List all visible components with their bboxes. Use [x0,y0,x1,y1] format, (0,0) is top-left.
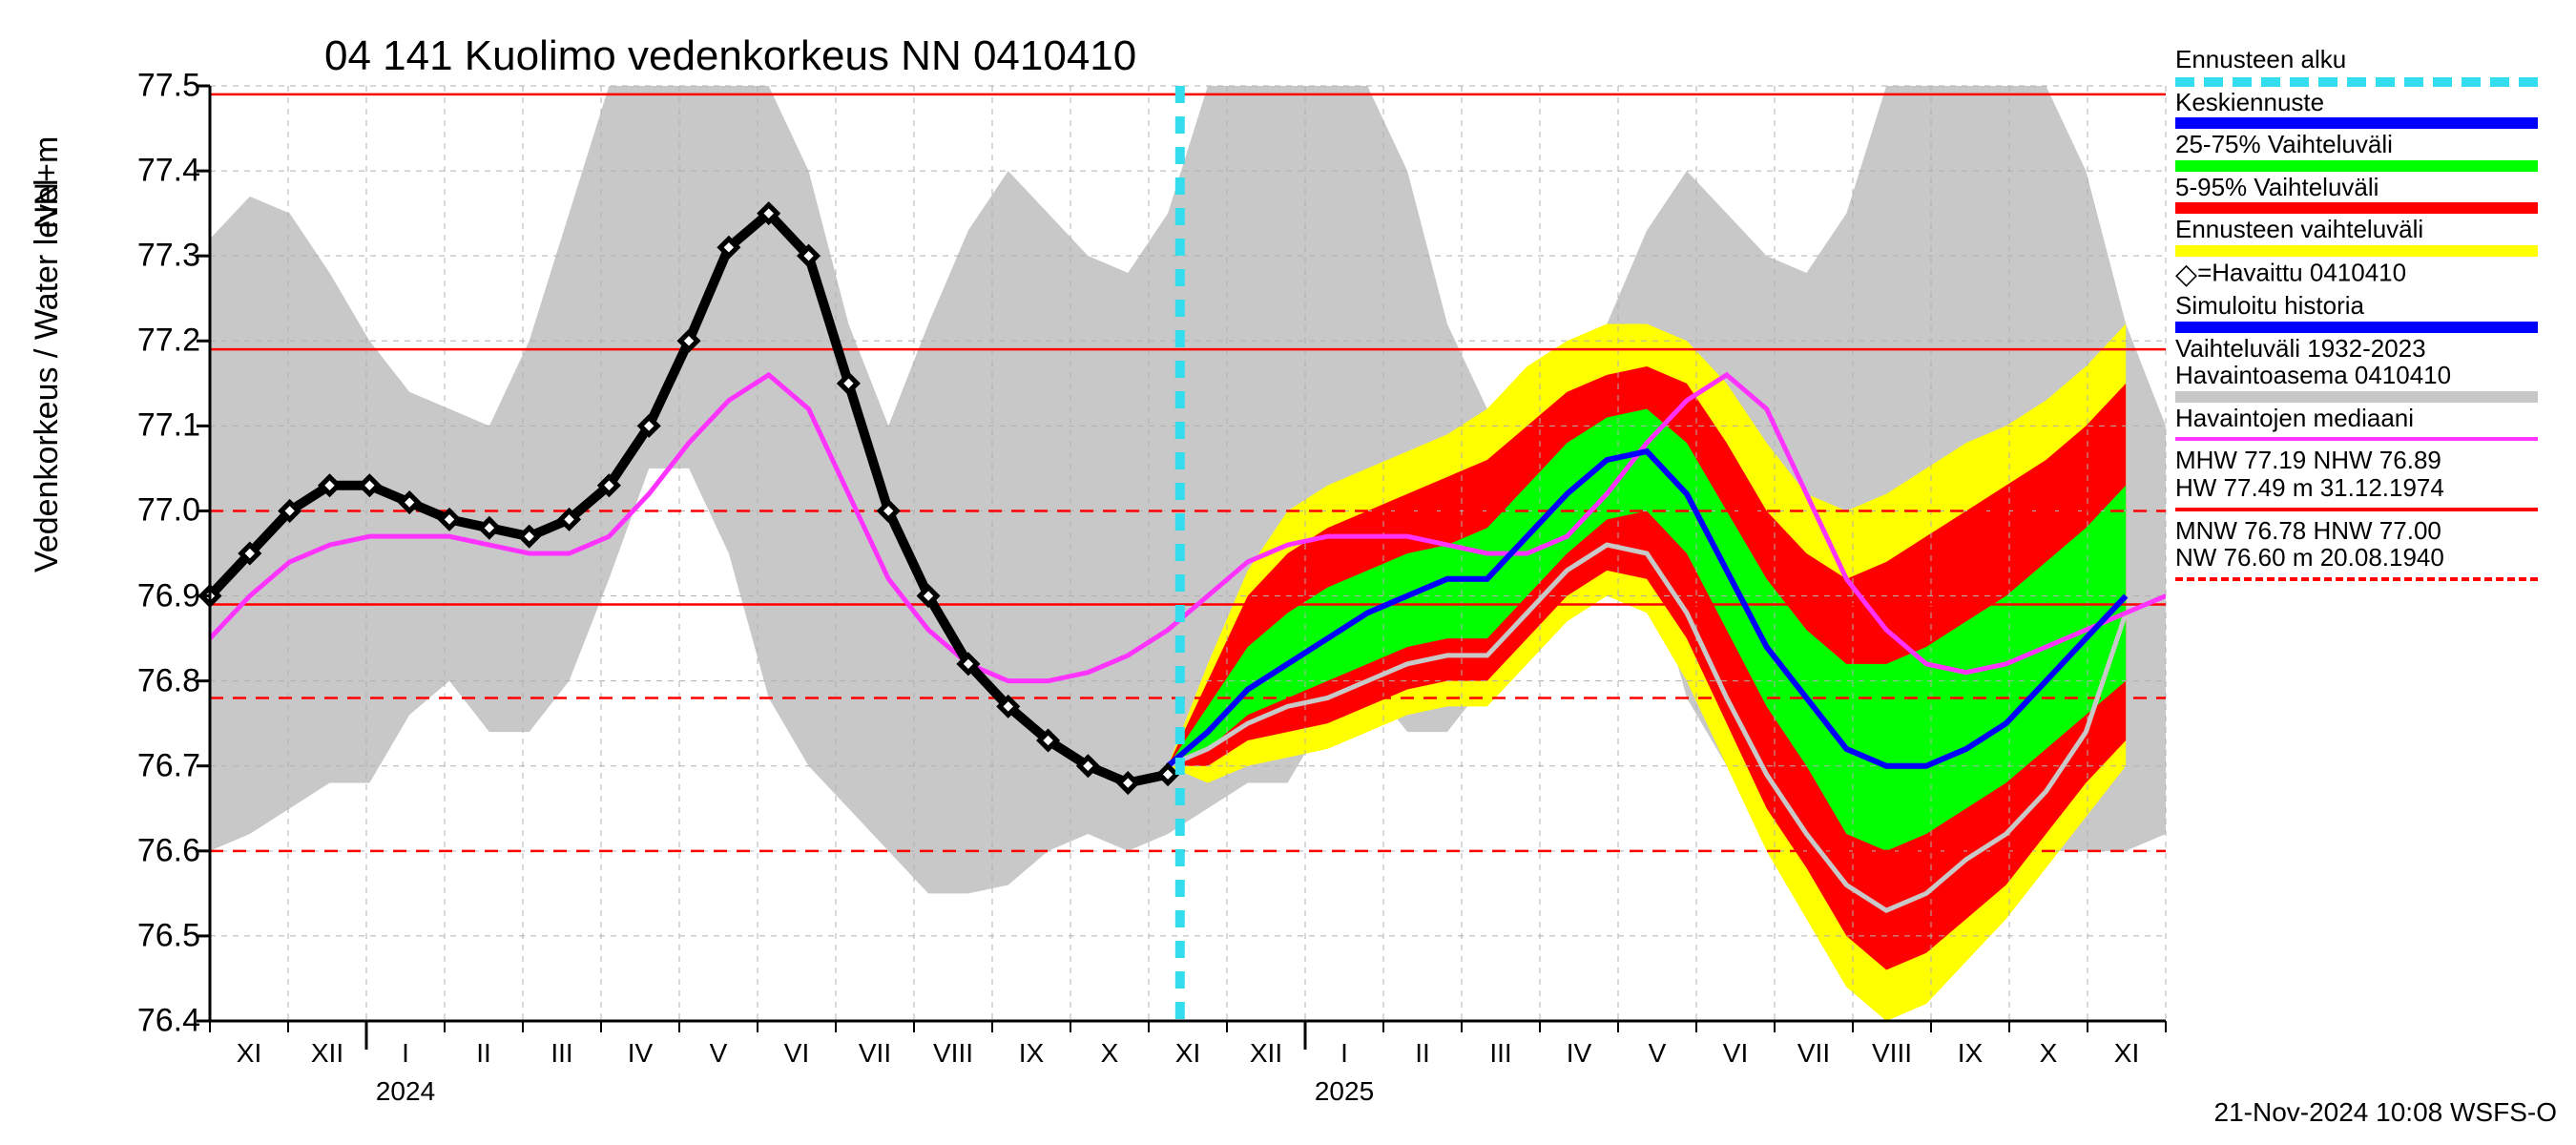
y-tick-label: 76.6 [114,832,200,869]
x-tick-label: V [710,1038,728,1069]
legend-ref-nw: MNW 76.78 HNW 77.00 NW 76.60 m 20.08.194… [2175,517,2557,581]
x-tick-label: IV [1567,1038,1591,1069]
x-tick-label: III [1489,1038,1511,1069]
x-tick-label: V [1649,1038,1667,1069]
footer-timestamp: 21-Nov-2024 10:08 WSFS-O [2214,1097,2558,1128]
legend-observed: ◇=Havaittu 0410410 [2175,259,2557,290]
x-tick-label: I [402,1038,409,1069]
legend-swatch [2175,160,2538,172]
x-tick-label: IX [1019,1038,1044,1069]
x-tick-label: VII [859,1038,891,1069]
y-tick-label: 77.3 [114,238,200,275]
legend-label: Havaintojen mediaani [2175,404,2414,432]
y-tick-label: 76.4 [114,1003,200,1040]
x-tick-label: III [551,1038,572,1069]
legend-label: Ennusteen vaihteluväli [2175,215,2423,243]
legend-swatch [2175,77,2538,87]
legend: Ennusteen alku Keskiennuste 25-75% Vaiht… [2175,46,2557,583]
legend-label: Havaintoasema 0410410 [2175,361,2451,389]
chart-container: 04 141 Kuolimo vedenkorkeus NN 0410410 V… [0,0,2576,1145]
y-tick-label: 77.1 [114,407,200,445]
y-axis-unit: NN+m [29,136,66,229]
legend-forecast-start: Ennusteen alku [2175,46,2557,87]
y-tick-label: 77.2 [114,323,200,360]
x-tick-label: XI [2114,1038,2139,1069]
x-tick-label: VI [784,1038,809,1069]
legend-label: 25-75% Vaihteluväli [2175,130,2393,158]
y-tick-label: 76.8 [114,662,200,699]
x-tick-label: VIII [1872,1038,1912,1069]
x-tick-label: XI [237,1038,261,1069]
legend-label: MNW 76.78 HNW 77.00 [2175,516,2441,545]
legend-5-95: 5-95% Vaihteluväli [2175,174,2557,215]
x-year-label: 2025 [1315,1076,1374,1107]
x-tick-label: VII [1797,1038,1830,1069]
x-tick-label: II [1415,1038,1430,1069]
legend-swatch [2175,391,2538,403]
x-tick-label: XII [1250,1038,1282,1069]
legend-swatch [2175,117,2538,129]
y-tick-label: 77.0 [114,492,200,530]
y-tick-label: 77.5 [114,68,200,105]
legend-swatch [2175,508,2538,511]
x-tick-label: VIII [933,1038,973,1069]
legend-mean-forecast: Keskiennuste [2175,89,2557,130]
legend-swatch [2175,202,2538,214]
legend-sim-history: Simuloitu historia [2175,292,2557,333]
legend-label: 5-95% Vaihteluväli [2175,173,2379,201]
legend-label: Vaihteluväli 1932-2023 [2175,334,2426,363]
legend-hist-range: Vaihteluväli 1932-2023 Havaintoasema 041… [2175,335,2557,403]
legend-median-obs: Havaintojen mediaani [2175,405,2557,442]
legend-swatch [2175,245,2538,257]
chart-title: 04 141 Kuolimo vedenkorkeus NN 0410410 [324,32,1136,80]
diamond-icon: ◇ [2175,259,2197,290]
x-year-label: 2024 [376,1076,435,1107]
legend-swatch [2175,437,2538,441]
y-tick-label: 76.5 [114,917,200,954]
legend-swatch [2175,322,2538,333]
x-tick-label: XII [311,1038,343,1069]
legend-25-75: 25-75% Vaihteluväli [2175,131,2557,172]
y-tick-label: 76.9 [114,577,200,614]
x-tick-label: IV [628,1038,653,1069]
x-tick-label: IX [1958,1038,1983,1069]
legend-label: HW 77.49 m 31.12.1974 [2175,473,2444,502]
x-tick-label: X [1101,1038,1119,1069]
x-tick-label: X [2040,1038,2058,1069]
legend-label: NW 76.60 m 20.08.1940 [2175,543,2444,572]
legend-swatch [2175,577,2538,581]
x-tick-label: XI [1175,1038,1200,1069]
x-tick-label: II [476,1038,491,1069]
y-tick-label: 76.7 [114,747,200,784]
legend-label: Simuloitu historia [2175,291,2364,320]
legend-ref-hw: MHW 77.19 NHW 76.89 HW 77.49 m 31.12.197… [2175,447,2557,510]
x-tick-label: I [1340,1038,1348,1069]
x-tick-label: VI [1723,1038,1748,1069]
legend-label: =Havaittu 0410410 [2197,258,2406,286]
legend-label: Keskiennuste [2175,88,2324,116]
legend-full-range: Ennusteen vaihteluväli [2175,216,2557,257]
y-tick-label: 77.4 [114,153,200,190]
legend-label: Ennusteen alku [2175,45,2346,73]
legend-label: MHW 77.19 NHW 76.89 [2175,446,2441,474]
y-axis-label: Vedenkorkeus / Water level [29,178,66,572]
